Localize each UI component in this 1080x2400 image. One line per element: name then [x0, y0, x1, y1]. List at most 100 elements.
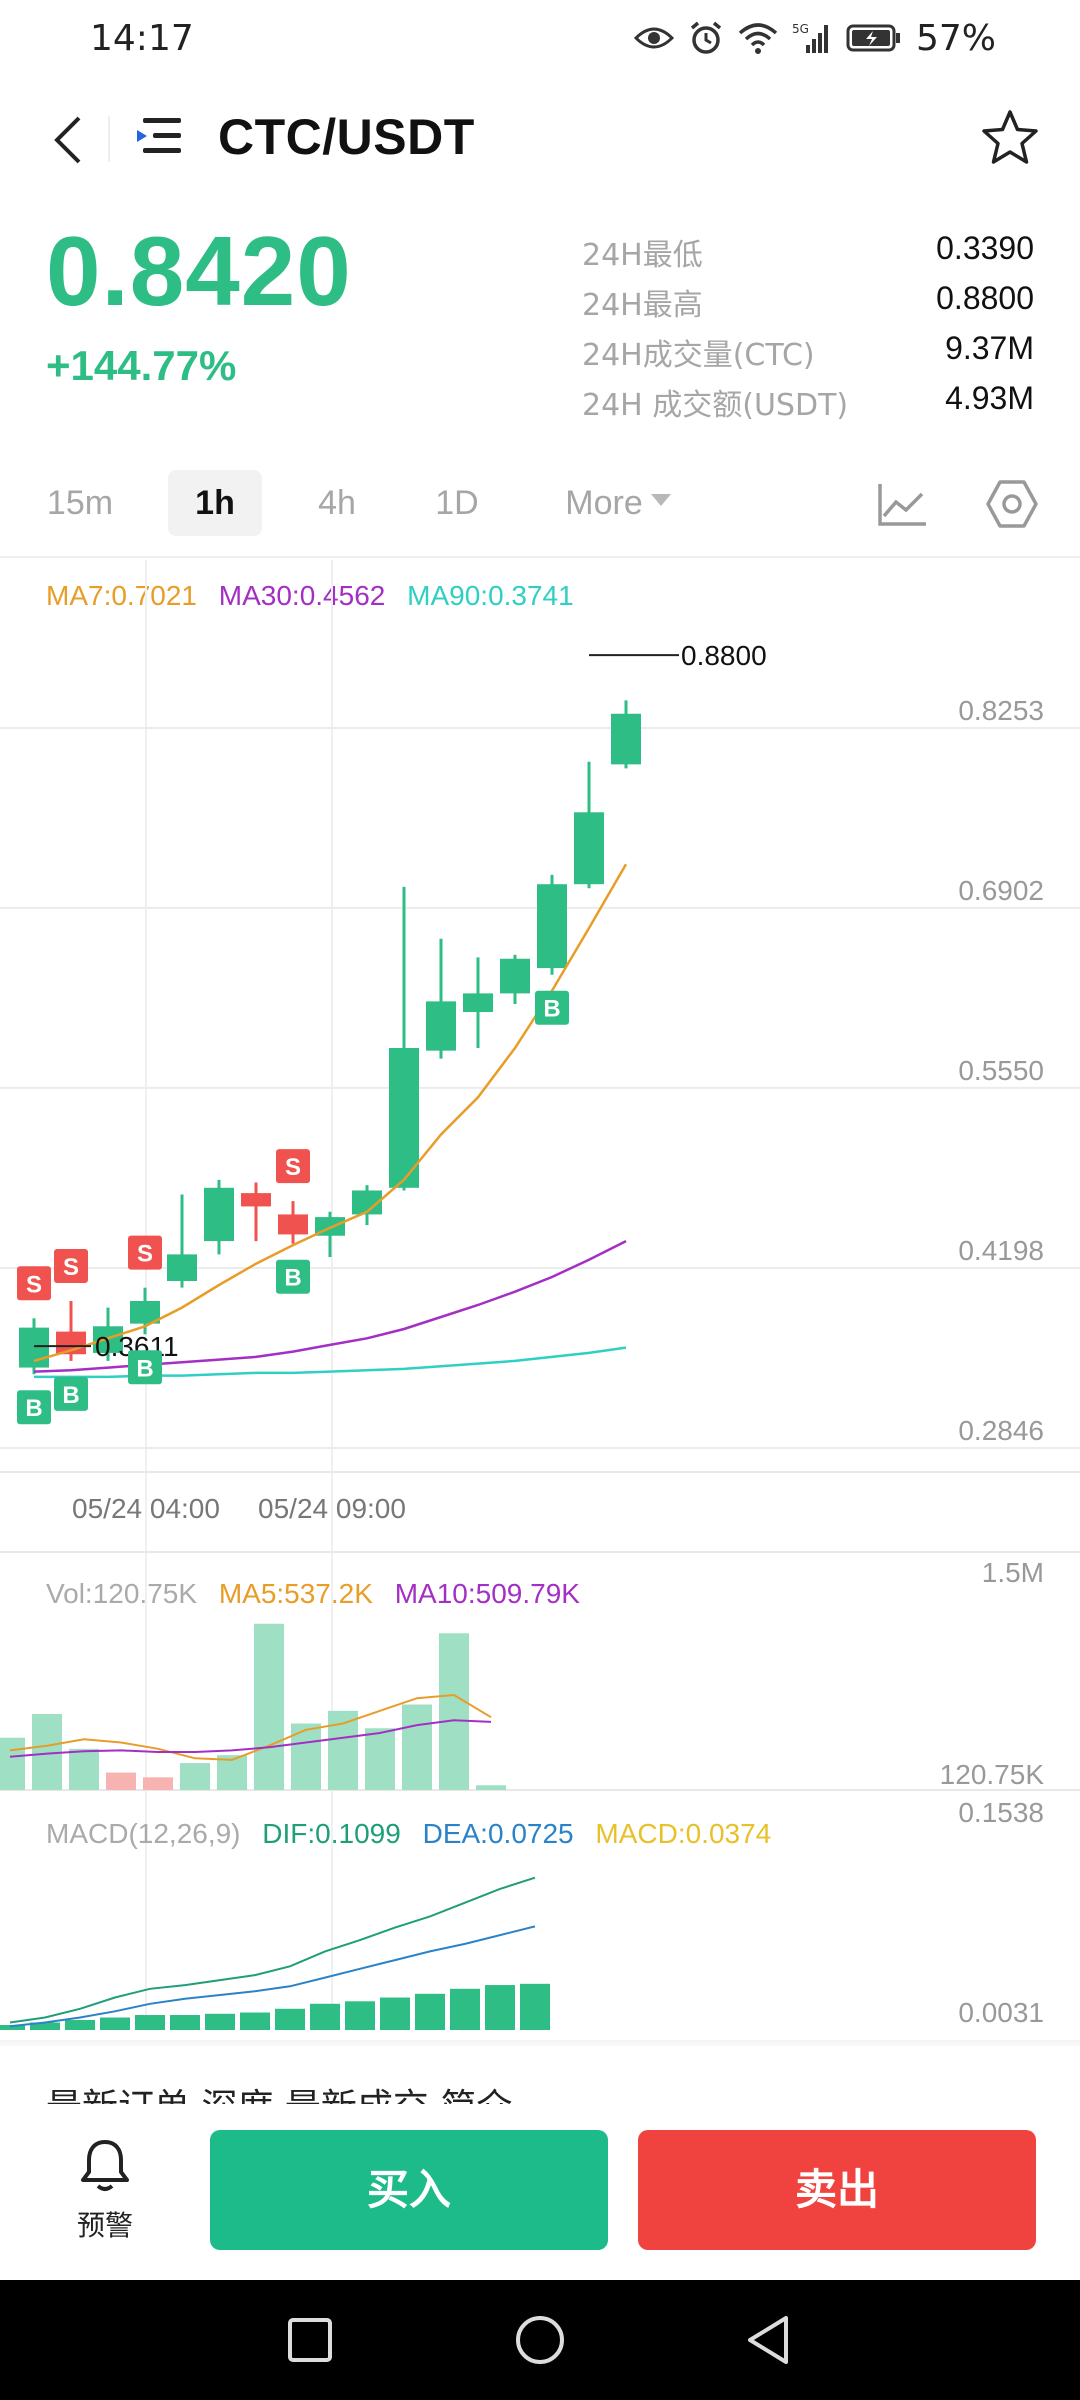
recent-apps-icon[interactable] [280, 2310, 340, 2370]
sell-signal-badge [54, 1248, 88, 1283]
header: CTC/USDT [0, 90, 1080, 190]
pair-title[interactable]: CTC/USDT [218, 109, 475, 165]
caret-down-icon [650, 494, 671, 506]
buy-signal-label: B [62, 1382, 79, 1409]
volume-bar [476, 1785, 506, 1790]
section-tabs-partial[interactable]: 最新订单 深度 最新成交 简介 [46, 2078, 512, 2104]
last-price: 0.8420 [46, 216, 352, 326]
stat-value: 9.37M [945, 330, 1034, 366]
candle-body [167, 1254, 197, 1282]
stat-label: 24H最高 [582, 288, 703, 323]
tab-more-label: More [565, 484, 643, 522]
macd-histogram-bar [240, 2012, 270, 2030]
volume-bar [402, 1704, 432, 1790]
interval-divider [0, 556, 1080, 558]
ma90-value: MA90:0.3741 [407, 580, 574, 611]
buy-signal-badge [17, 1390, 51, 1425]
ma7-line [33, 863, 628, 1363]
buy-signal-badge [276, 1259, 310, 1294]
candle-body [426, 1001, 456, 1051]
stat-row-24h-volume: 24H成交量(CTC) 9.37M [582, 326, 1034, 376]
sell-signal-label: S [63, 1254, 79, 1281]
tab-4h[interactable]: 4h [318, 484, 356, 522]
dif-line [9, 1876, 536, 2024]
sell-signal-badge [276, 1149, 310, 1184]
buy-button[interactable]: 买入 [210, 2130, 608, 2250]
macd-axis-label: 0.1538 [958, 1797, 1044, 1828]
tab-15m[interactable]: 15m [46, 484, 114, 522]
buy-signal-badge [54, 1376, 88, 1411]
stat-label: 24H成交量(CTC) [582, 338, 815, 373]
price-axis-label: 0.8253 [958, 695, 1044, 726]
volume-bar [254, 1623, 284, 1790]
buy-signal-badge [535, 990, 569, 1025]
price-alert-button[interactable]: 预警 [60, 2136, 150, 2246]
volume-bar [69, 1748, 99, 1790]
stat-row-24h-high: 24H最高 0.8800 [582, 276, 1034, 326]
candle-body [389, 1047, 419, 1188]
back-nav-icon[interactable] [740, 2310, 800, 2370]
price-block: 0.8420 +144.77% [46, 222, 352, 390]
candle-body [278, 1214, 308, 1235]
volume-bar [180, 1763, 210, 1790]
settings-hexagon-icon[interactable] [984, 476, 1040, 532]
macd-histogram-bar [380, 1997, 410, 2030]
buy-signal-label: B [25, 1395, 42, 1422]
candle-body [130, 1300, 160, 1324]
menu-list-icon [137, 118, 181, 153]
back-button[interactable] [40, 110, 96, 170]
bottom-shadow [0, 2040, 1080, 2050]
tab-more[interactable]: More [548, 470, 688, 536]
ma-legend: MA7:0.7021 MA30:0.4562 MA90:0.3741 [46, 580, 588, 612]
header-divider [108, 116, 110, 162]
candle-body [463, 993, 493, 1013]
volume-legend: Vol:120.75K MA5:537.2K MA10:509.79K [46, 1578, 594, 1610]
tab-1h[interactable]: 1h [168, 470, 262, 536]
status-bar: 14:17 5G 57% [0, 0, 1080, 80]
stat-value: 0.3390 [936, 230, 1034, 266]
sell-button[interactable]: 卖出 [638, 2130, 1036, 2250]
back-arrow-icon [54, 116, 81, 164]
time-axis-label: 05/24 09:00 [258, 1493, 406, 1524]
bell-icon [81, 2140, 129, 2191]
candle-body [204, 1187, 234, 1242]
macd-histogram-bar [205, 2013, 235, 2030]
macd-histogram-bar [0, 2025, 25, 2030]
macd-histogram-bar [65, 2020, 95, 2030]
macd-histogram-bar [135, 2015, 165, 2030]
volume-bar [439, 1633, 469, 1790]
favorite-button[interactable] [978, 106, 1042, 170]
interval-bar: 15m 1h 4h 1D More [0, 470, 1080, 556]
pair-menu-button[interactable] [135, 114, 195, 164]
stat-value: 4.93M [945, 380, 1034, 416]
buy-signal-label: B [543, 996, 560, 1023]
macd-title: MACD(12,26,9) [46, 1818, 241, 1849]
macd-histogram-bar [485, 1985, 515, 2030]
tab-1d[interactable]: 1D [435, 484, 479, 522]
status-icons: 5G 57% [633, 16, 996, 60]
line-chart-icon[interactable] [874, 476, 930, 532]
macd-value: MACD:0.0374 [595, 1818, 772, 1849]
volume-ma10-line [9, 1719, 492, 1758]
macd-histogram-bar [100, 2017, 130, 2030]
candle-body [537, 884, 567, 969]
battery-percent: 57% [915, 17, 996, 59]
dea-value: DEA:0.0725 [422, 1818, 574, 1849]
buy-signal-label: B [284, 1265, 301, 1292]
volume-ma5-line [9, 1693, 492, 1761]
candle-body [352, 1190, 382, 1215]
volume-axis-label: 120.75K [940, 1759, 1045, 1790]
macd-histogram-bar [345, 2001, 375, 2030]
volume-value: Vol:120.75K [46, 1578, 198, 1609]
candle-body [611, 713, 641, 765]
home-icon[interactable] [510, 2310, 570, 2370]
sell-signal-label: S [285, 1154, 301, 1181]
sell-signal-badge [128, 1235, 162, 1270]
kline-chart[interactable]: 0.82530.69020.55500.41980.28460.88000.36… [0, 560, 1080, 2040]
ticker-stats: 24H最低 0.3390 24H最高 0.8800 24H成交量(CTC) 9.… [582, 226, 1034, 426]
change-percent: +144.77% [46, 342, 237, 389]
network-type-label: 5G [792, 22, 809, 36]
ma30-value: MA30:0.4562 [218, 580, 386, 611]
dea-line [9, 1925, 536, 2028]
wifi-icon [738, 23, 778, 54]
